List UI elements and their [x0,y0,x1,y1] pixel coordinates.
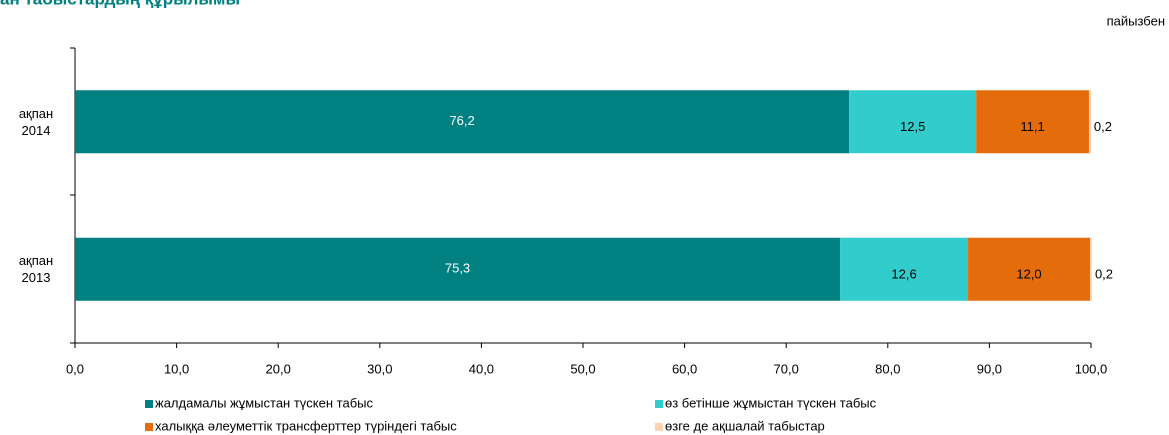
bar-segment [75,90,850,154]
value-label: 0,2 [1095,267,1113,282]
bar-segment [968,237,1090,301]
legend-label: өзге де ақшалай табыстар [665,418,825,433]
legend-label: өз бетінше жұмыстан түскен табыс [665,395,877,410]
legend-swatch [655,400,663,408]
legend-label: халыққа әлеуметтік трансферттер түріндег… [155,418,457,433]
legend-swatch [145,423,153,431]
value-label: 11,1 [1020,119,1044,134]
x-tick-label: 20,0 [266,361,291,376]
x-tick-label: 100,0 [1075,361,1108,376]
bar-segment [976,90,1089,154]
x-tick-label: 0,0 [66,361,84,376]
x-tick-label: 60,0 [672,361,697,376]
x-tick-label: 50,0 [570,361,595,376]
bar-segment [1088,90,1091,154]
x-tick-label: 30,0 [367,361,392,376]
bar-segment [849,90,977,154]
bar-segment [1089,237,1093,301]
category-label: ақпан 2014 [18,105,54,138]
x-tick-label: 80,0 [875,361,900,376]
value-label: 12,5 [900,119,925,134]
bar-segment [75,237,841,301]
bar-segment [840,237,969,301]
category-label: ақпан 2013 [18,253,54,286]
x-tick-label: 10,0 [164,361,189,376]
x-tick-label: 90,0 [977,361,1002,376]
unit-label: пайызбен [1107,13,1165,28]
legend-swatch [655,423,663,431]
value-label: 12,6 [891,267,916,282]
chart-title: ан табыстардың құрылымы [0,0,240,8]
x-tick-label: 70,0 [774,361,799,376]
value-label: 0,2 [1094,119,1112,134]
value-label: 76,2 [449,113,474,128]
legend-label: жалдамалы жұмыстан түскен табыс [155,395,373,410]
value-label: 12,0 [1016,267,1041,282]
value-label: 75,3 [445,261,470,276]
legend-swatch [145,400,153,408]
x-tick-label: 40,0 [469,361,494,376]
